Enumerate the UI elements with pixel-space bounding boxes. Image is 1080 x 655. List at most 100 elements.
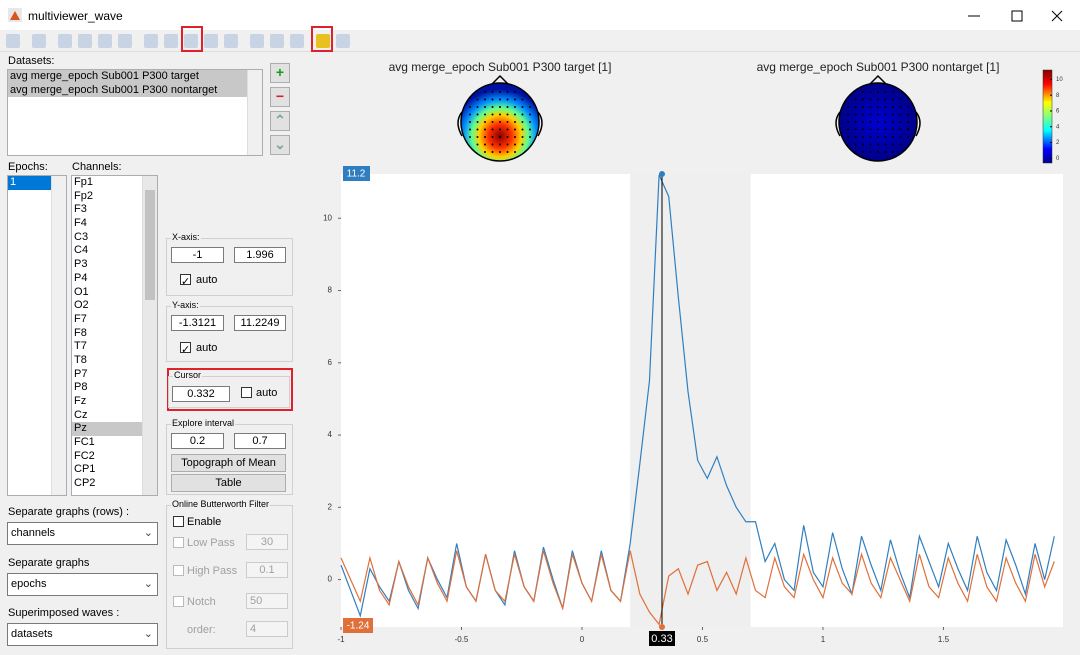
- electrode: [529, 136, 531, 138]
- electrode: [529, 113, 531, 116]
- electrode: [476, 98, 479, 101]
- toolbar-button[interactable]: [250, 34, 264, 48]
- channel-item[interactable]: F8: [74, 326, 87, 339]
- dropdown[interactable]: datasets ⌄: [7, 623, 158, 646]
- table-button[interactable]: Table: [171, 474, 286, 492]
- channel-item[interactable]: CP2: [74, 477, 96, 490]
- electrode: [499, 143, 501, 146]
- auto-checkbox[interactable]: ✓: [180, 274, 191, 288]
- x-min-input[interactable]: -1: [171, 247, 224, 263]
- filter-input[interactable]: 4: [246, 621, 288, 637]
- electrode: [869, 151, 872, 153]
- channel-item[interactable]: O1: [74, 285, 89, 298]
- electrode: [514, 151, 516, 153]
- electrode: [506, 151, 509, 153]
- toolbar-button[interactable]: [98, 34, 112, 48]
- electrode: [499, 98, 501, 101]
- toolbar-button[interactable]: [32, 34, 46, 48]
- toolbar-button[interactable]: [58, 34, 72, 48]
- electrode: [877, 143, 879, 146]
- auto-checkbox[interactable]: [241, 387, 252, 398]
- toolbar-button[interactable]: [118, 34, 132, 48]
- x-tick-label: -1: [337, 635, 345, 644]
- auto-checkbox[interactable]: ✓: [180, 342, 191, 356]
- channel-item[interactable]: F3: [74, 203, 87, 216]
- channel-item[interactable]: O2: [74, 299, 89, 312]
- electrode: [869, 121, 872, 123]
- filter-input[interactable]: 0.1: [246, 562, 288, 578]
- electrode: [847, 136, 849, 138]
- auto-label: auto: [196, 342, 218, 354]
- channel-item[interactable]: P8: [74, 381, 88, 394]
- channel-item[interactable]: Pz: [72, 422, 143, 437]
- channel-item[interactable]: P7: [74, 367, 88, 380]
- channel-item[interactable]: Cz: [74, 408, 88, 421]
- epoch-item[interactable]: 1: [8, 176, 52, 190]
- colorbar: [1042, 69, 1053, 164]
- dataset-item[interactable]: avg merge_epoch Sub001 P300 nontarget: [8, 83, 248, 98]
- channel-item[interactable]: Fz: [74, 395, 87, 407]
- dataset-item[interactable]: avg merge_epoch Sub001 P300 target: [8, 70, 248, 84]
- toolbar-button[interactable]: [78, 34, 92, 48]
- channel-item[interactable]: Fp2: [74, 189, 93, 202]
- explore-end-input[interactable]: 0.7: [234, 433, 286, 449]
- filter-input[interactable]: 30: [246, 534, 288, 550]
- channel-item[interactable]: P4: [74, 271, 88, 284]
- window-controls[interactable]: [960, 8, 1070, 24]
- electrode: [892, 106, 894, 108]
- y-tick-label: 6: [328, 358, 333, 367]
- electrode: [877, 106, 879, 108]
- filter-checkbox[interactable]: [173, 565, 184, 576]
- electrode: [862, 98, 864, 101]
- dataset-button[interactable]: ⌃: [270, 111, 290, 131]
- toolbar-button[interactable]: [290, 34, 304, 48]
- electrode: [892, 91, 894, 93]
- filter-input[interactable]: 50: [246, 593, 288, 609]
- electrode: [484, 136, 486, 138]
- dataset-button[interactable]: +: [270, 63, 290, 83]
- toolbar-button[interactable]: [336, 34, 350, 48]
- dropdown[interactable]: epochs ⌄: [7, 573, 158, 596]
- channel-item[interactable]: Fp1: [74, 176, 93, 188]
- filter-checkbox[interactable]: [173, 537, 184, 548]
- dataset-button[interactable]: ⌄: [270, 135, 290, 155]
- electrode: [884, 136, 887, 138]
- cursor-input[interactable]: 0.332: [172, 386, 230, 402]
- channel-item[interactable]: C3: [74, 230, 89, 243]
- toolbar-button[interactable]: [6, 34, 20, 48]
- channel-item[interactable]: CP1: [74, 463, 96, 476]
- y-min-input[interactable]: -1.3121: [171, 315, 224, 331]
- channel-item[interactable]: T8: [74, 353, 87, 366]
- electrode: [862, 128, 864, 131]
- channel-item[interactable]: P3: [74, 258, 88, 271]
- explore-start-input[interactable]: 0.2: [171, 433, 224, 449]
- dataset-button[interactable]: −: [270, 87, 290, 107]
- channel-item[interactable]: FC2: [74, 449, 95, 462]
- channel-item[interactable]: C4: [74, 244, 89, 257]
- electrode: [484, 151, 486, 153]
- toolbar-button[interactable]: [270, 34, 284, 48]
- channels-label: Channels:: [72, 161, 122, 173]
- filter-checkbox[interactable]: [173, 596, 184, 607]
- electrode: [877, 113, 879, 116]
- channel-item[interactable]: F4: [74, 217, 87, 230]
- x-max-input[interactable]: 1.996: [234, 247, 286, 263]
- topograph-button[interactable]: Topograph of Mean: [171, 454, 286, 472]
- toolbar-button[interactable]: [164, 34, 178, 48]
- electrode: [892, 151, 894, 153]
- y-max-input[interactable]: 11.2249: [234, 315, 286, 331]
- toolbar-button[interactable]: [316, 34, 330, 48]
- toolbar-button[interactable]: [184, 34, 198, 48]
- electrode: [491, 113, 494, 116]
- toolbar-button[interactable]: [144, 34, 158, 48]
- electrode: [884, 98, 887, 101]
- toolbar-button[interactable]: [224, 34, 238, 48]
- enable-checkbox[interactable]: [173, 516, 184, 527]
- channel-item[interactable]: FC1: [74, 436, 95, 449]
- dropdown[interactable]: channels ⌄: [7, 522, 158, 545]
- channel-item[interactable]: F7: [74, 312, 87, 325]
- channel-item[interactable]: T7: [74, 340, 87, 353]
- toolbar-button[interactable]: [204, 34, 218, 48]
